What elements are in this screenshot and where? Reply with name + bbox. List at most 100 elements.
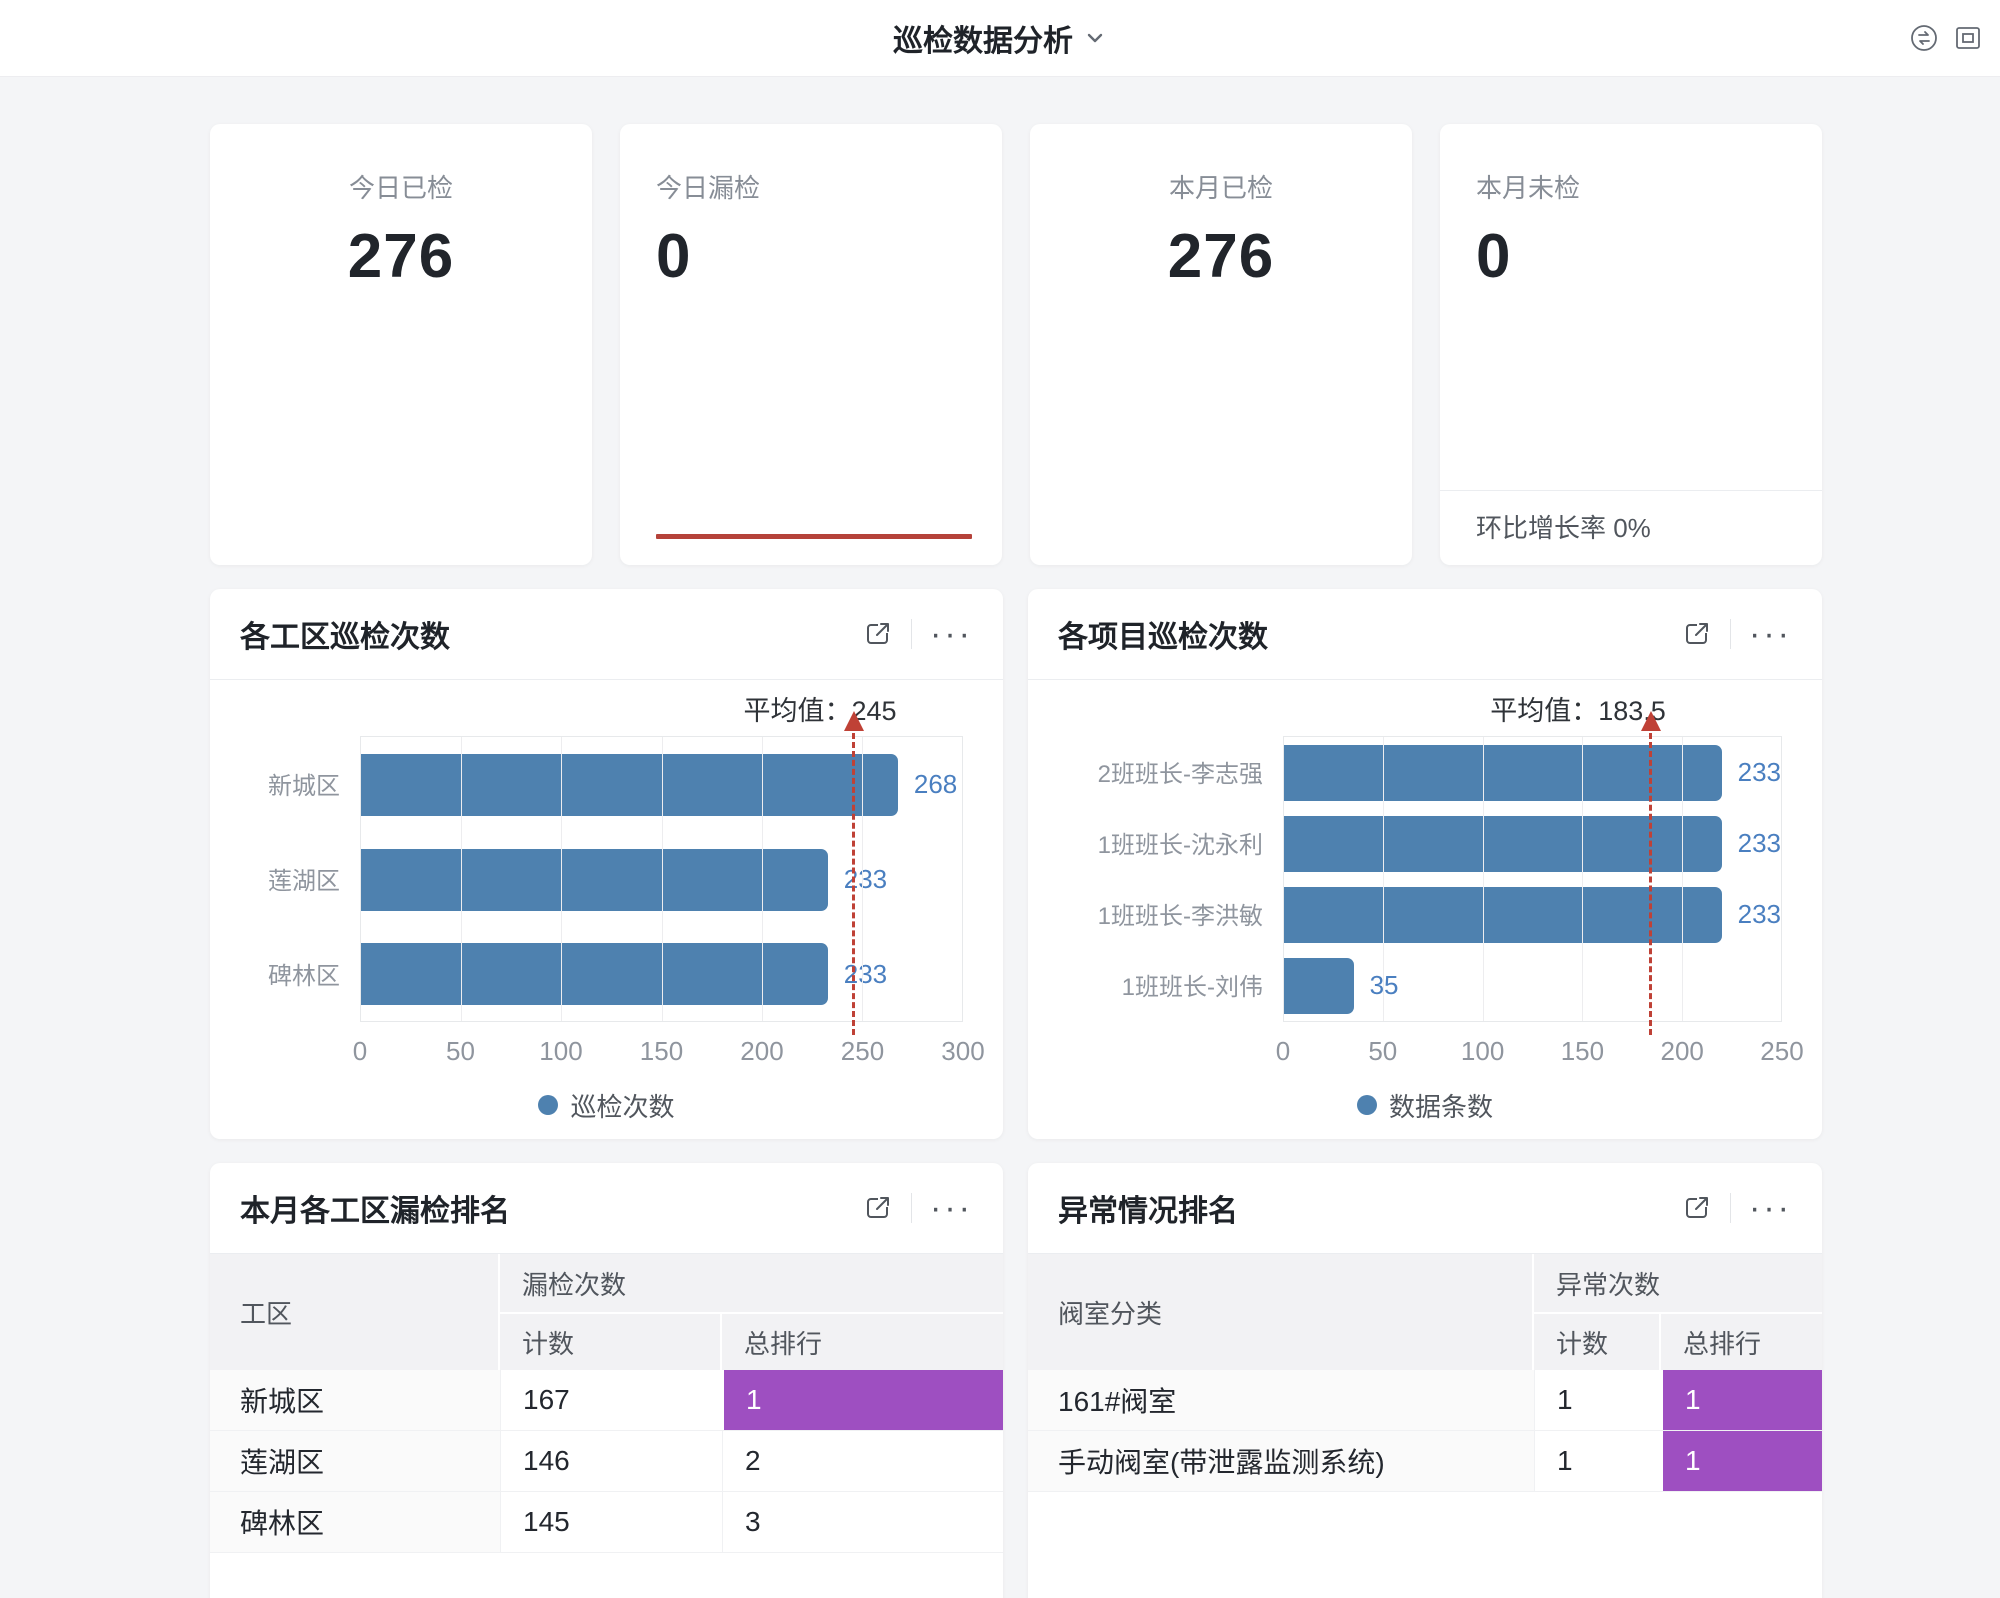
- x-tick-label: 50: [1368, 1036, 1398, 1066]
- column-header: 阀室分类: [1028, 1254, 1534, 1370]
- x-tick-label: 0: [1275, 1036, 1291, 1066]
- bar-beilinqu[interactable]: [361, 943, 828, 1005]
- export-icon[interactable]: [1682, 619, 1712, 649]
- legend-inspection-count[interactable]: 巡检次数: [250, 1074, 963, 1136]
- stat-value: 276: [347, 222, 455, 291]
- header-separator: [1730, 619, 1732, 649]
- table-row: 161#阀室 1 1: [1028, 1370, 1822, 1431]
- bar-row: 268: [361, 737, 962, 832]
- x-axis: 0 50 100 150 200 250 300: [353, 1022, 985, 1074]
- valve-room-cell: 手动阀室(带泄露监测系统): [1028, 1431, 1534, 1491]
- average-dashed-line: [1648, 733, 1652, 1035]
- gridline: [1482, 737, 1484, 1021]
- legend-dot-icon: [538, 1095, 559, 1115]
- x-axis: 0 50 100 150 200 250: [1276, 1022, 1804, 1074]
- bar-xinchengqu[interactable]: [361, 753, 898, 816]
- table-row: 莲湖区 146 2: [210, 1431, 1003, 1492]
- more-options-icon[interactable]: ···: [1749, 1189, 1792, 1227]
- average-annotation: 平均值：245: [250, 680, 963, 736]
- average-label: 平均值：245: [743, 696, 897, 726]
- bar-shenyongli[interactable]: [1284, 815, 1722, 872]
- category-label: 2班班长-李志强: [1097, 761, 1263, 788]
- bar-value-label: 268: [913, 769, 958, 799]
- chart-body: 平均值：245 新城区 莲湖区 碑林区 268 233: [210, 680, 1003, 1136]
- stat-label: 本月未检: [1476, 173, 1581, 203]
- table-title: 本月各工区漏检排名: [240, 1195, 510, 1228]
- bar-liuwei[interactable]: [1284, 957, 1354, 1014]
- count-cell: 145: [500, 1492, 722, 1552]
- rank-cell-highlighted: 1: [1661, 1431, 1822, 1491]
- gridline: [861, 737, 863, 1021]
- dashboard-title-dropdown[interactable]: 巡检数据分析: [0, 0, 2000, 76]
- x-tick-label: 300: [941, 1036, 985, 1066]
- topbar-actions: [1910, 0, 1982, 76]
- chart-card-project-inspections: 各项目巡检次数 ··· 平均值：183.5 2班班长-李志强 1班班长-沈永利 …: [1028, 589, 1822, 1139]
- table-card-anomaly-ranking: 异常情况排名 ··· 阀室分类 异常次数 计数 总排行 161#阀室 1 1: [1028, 1163, 1822, 1598]
- count-cell: 1: [1534, 1370, 1661, 1430]
- bar-value-label: 233: [1737, 757, 1781, 787]
- gridline: [761, 737, 763, 1021]
- export-icon[interactable]: [863, 619, 893, 649]
- gridline: [1383, 737, 1385, 1021]
- legend-dot-icon: [1356, 1095, 1377, 1115]
- sub-header-rank: 总排行: [1683, 1328, 1762, 1359]
- x-tick-label: 50: [446, 1036, 475, 1066]
- plot-area: 268 233 233: [360, 711, 963, 1035]
- stat-card-today-inspected: 今日已检 276: [210, 124, 592, 565]
- valve-room-cell: 161#阀室: [1028, 1370, 1534, 1430]
- bar-lizhiqiang[interactable]: [1284, 744, 1722, 801]
- refresh-swap-icon[interactable]: [1910, 24, 1938, 52]
- chart-card-header: 各工区巡检次数 ···: [210, 589, 1003, 680]
- rank-cell: 3: [722, 1492, 1003, 1552]
- bar-value-label: 233: [1737, 899, 1781, 929]
- category-label: 莲湖区: [268, 868, 340, 895]
- export-icon[interactable]: [863, 1193, 893, 1223]
- average-annotation: 平均值：183.5: [1068, 680, 1782, 736]
- x-tick-label: 100: [1460, 1036, 1505, 1066]
- window-frame-icon[interactable]: [1954, 24, 1982, 52]
- chart-card-header: 各项目巡检次数 ···: [1028, 589, 1822, 680]
- legend-data-count[interactable]: 数据条数: [1068, 1074, 1782, 1136]
- stat-value: 276: [1167, 222, 1275, 291]
- group-header: 异常次数: [1534, 1254, 1822, 1314]
- x-tick-label: 250: [1760, 1036, 1804, 1066]
- more-options-icon[interactable]: ···: [930, 1189, 973, 1227]
- chart-title: 各工区巡检次数: [240, 621, 450, 654]
- stat-label: 今日已检: [348, 173, 453, 203]
- stat-footer-growth-rate: 环比增长率 0%: [1440, 490, 1822, 565]
- table-row: 手动阀室(带泄露监测系统) 1 1: [1028, 1431, 1822, 1492]
- gridline: [1582, 737, 1584, 1021]
- chart-body: 平均值：183.5 2班班长-李志强 1班班长-沈永利 1班班长-李洪敏 1班班…: [1028, 680, 1822, 1136]
- bar-lihongmin[interactable]: [1284, 886, 1722, 943]
- category-label: 1班班长-刘伟: [1121, 974, 1263, 1001]
- table-header: 工区 漏检次数 计数 总排行: [210, 1253, 1003, 1370]
- x-tick-label: 0: [352, 1036, 368, 1066]
- bar-row: 233: [1284, 808, 1781, 879]
- more-options-icon[interactable]: ···: [1749, 615, 1792, 653]
- x-tick-label: 200: [1660, 1036, 1704, 1066]
- table-card-missed-ranking: 本月各工区漏检排名 ··· 工区 漏检次数 计数 总排行 新城区 167 1: [210, 1163, 1003, 1598]
- export-icon[interactable]: [1682, 1193, 1712, 1223]
- category-label: 1班班长-沈永利: [1097, 832, 1263, 859]
- bar-row: 233: [1284, 879, 1781, 950]
- x-tick-label: 250: [840, 1036, 885, 1066]
- category-label: 1班班长-李洪敏: [1097, 903, 1263, 930]
- sub-header-rank: 总排行: [744, 1328, 823, 1359]
- sub-header-count: 计数: [500, 1314, 722, 1370]
- x-tick-label: 100: [539, 1036, 583, 1066]
- ranking-table: 工区 漏检次数 计数 总排行 新城区 167 1 莲湖区 146 2 碑林区 1…: [210, 1253, 1003, 1553]
- chart-title: 各项目巡检次数: [1058, 621, 1268, 654]
- gridline: [461, 737, 463, 1021]
- more-options-icon[interactable]: ···: [930, 615, 973, 653]
- bar-lianhuqu[interactable]: [361, 848, 828, 911]
- table-card-header: 本月各工区漏检排名 ···: [210, 1163, 1003, 1253]
- table-header: 阀室分类 异常次数 计数 总排行: [1028, 1253, 1822, 1370]
- average-dashed-line: [851, 733, 855, 1035]
- table-row: 碑林区 145 3: [210, 1492, 1003, 1553]
- trend-line: [656, 534, 972, 539]
- bar-value-label: 233: [1737, 828, 1781, 858]
- rank-cell: 2: [722, 1431, 1003, 1491]
- x-tick-label: 200: [740, 1036, 784, 1066]
- gridline: [1681, 737, 1683, 1021]
